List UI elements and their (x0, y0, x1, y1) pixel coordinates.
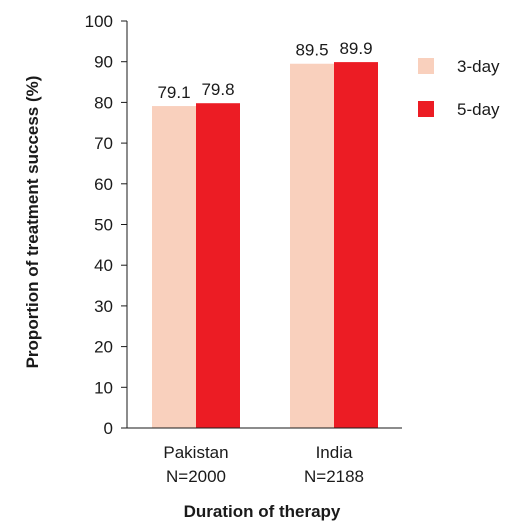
y-tick-label: 100 (85, 12, 113, 31)
y-tick-label: 20 (94, 338, 113, 357)
bars (152, 62, 378, 429)
y-tick-label: 30 (94, 297, 113, 316)
y-tick-label: 40 (94, 256, 113, 275)
y-tick-label: 60 (94, 175, 113, 194)
bar-pakistan-3-day (152, 106, 196, 429)
y-tick-label: 0 (104, 419, 113, 438)
data-label: 79.1 (157, 83, 190, 102)
category-label: Pakistan (163, 443, 228, 462)
y-tick-label: 70 (94, 134, 113, 153)
category-sublabel: N=2000 (166, 467, 226, 486)
y-tick-label: 80 (94, 93, 113, 112)
legend: 3-day 5-day (418, 57, 500, 119)
data-label: 79.8 (201, 80, 234, 99)
bar-pakistan-5-day (196, 103, 240, 429)
category-label: India (316, 443, 353, 462)
data-label: 89.5 (295, 41, 328, 60)
x-axis-title: Duration of therapy (184, 502, 341, 521)
legend-label: 3-day (457, 57, 500, 76)
legend-swatch-5-day (418, 101, 434, 117)
data-label: 89.9 (339, 39, 372, 58)
y-axis-title: Proportion of treatment success (%) (23, 76, 42, 369)
y-tick-label: 50 (94, 216, 113, 235)
legend-swatch-3-day (418, 58, 434, 74)
y-tick-label: 90 (94, 53, 113, 72)
y-axis-ticks: 0 10 20 30 40 50 60 70 80 90 100 (85, 12, 127, 438)
category-labels: Pakistan N=2000 India N=2188 (163, 443, 364, 486)
bar-india-5-day (334, 62, 378, 429)
y-tick-label: 10 (94, 378, 113, 397)
category-sublabel: N=2188 (304, 467, 364, 486)
legend-label: 5-day (457, 100, 500, 119)
bar-india-3-day (290, 63, 334, 429)
data-labels: 79.1 79.8 89.5 89.9 (157, 39, 372, 102)
